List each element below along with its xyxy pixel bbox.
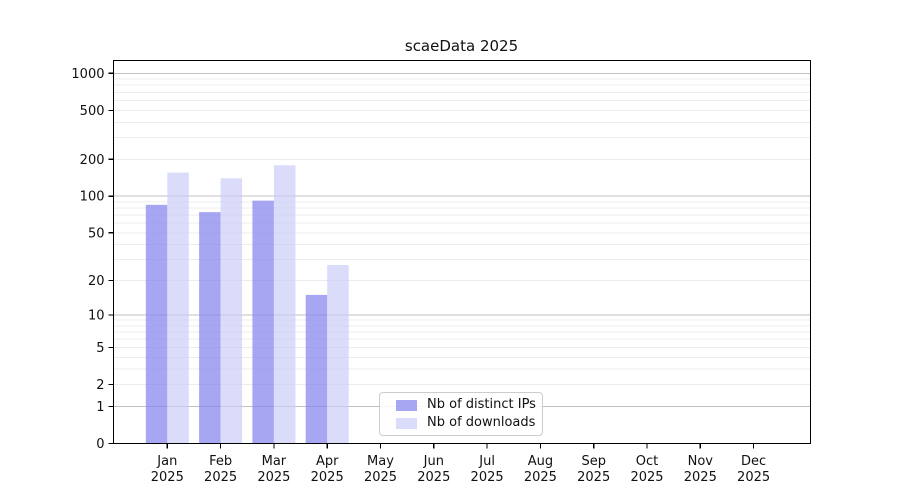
y-tick-label-1: 1 — [96, 400, 104, 415]
legend-swatch-downloads — [396, 417, 417, 429]
x-tick-label-year-oct: 2025 — [630, 470, 663, 485]
x-tick-label-month-jul: Jul — [478, 454, 495, 469]
y-tick-label-100: 100 — [80, 190, 105, 205]
x-tick-label-year-aug: 2025 — [524, 470, 557, 485]
x-tick-label-year-mar: 2025 — [257, 470, 290, 485]
legend-swatch-distinct-ips — [396, 399, 417, 411]
legend-item-distinct-ips: Nb of distinct IPs — [396, 398, 542, 412]
bar-downloads-mar — [273, 165, 296, 444]
y-tick-label-20: 20 — [88, 274, 105, 289]
x-tick-label-month-oct: Oct — [636, 454, 658, 469]
x-tick-label-month-jun: Jun — [423, 454, 444, 469]
x-tick-label-year-may: 2025 — [364, 470, 397, 485]
plot-border — [112, 59, 812, 445]
y-tick-label-2: 2 — [96, 378, 104, 393]
bar-ips-mar — [252, 200, 274, 444]
chart-title: scaeData 2025 — [404, 37, 519, 55]
x-tick-label-month-feb: Feb — [209, 454, 232, 469]
x-tick-label-year-nov: 2025 — [684, 470, 717, 485]
y-tick-label-500: 500 — [80, 104, 105, 119]
x-tick-label-year-sep: 2025 — [577, 470, 610, 485]
bar-downloads-feb — [220, 178, 243, 444]
x-tick-label-year-jun: 2025 — [417, 470, 450, 485]
x-tick-label-month-aug: Aug — [528, 454, 553, 469]
x-tick-label-year-jul: 2025 — [471, 470, 504, 485]
y-tick-label-50: 50 — [88, 226, 105, 241]
x-tick-label-year-feb: 2025 — [204, 470, 237, 485]
y-tick-label-0: 0 — [96, 437, 104, 452]
x-tick-label-month-jan: Jan — [156, 454, 177, 469]
y-tick-label-5: 5 — [96, 341, 104, 356]
legend-label-downloads: Nb of downloads — [427, 415, 536, 430]
bar-downloads-apr — [327, 264, 349, 444]
y-tick-label-1000: 1000 — [71, 67, 104, 82]
x-tick-label-year-jan: 2025 — [151, 470, 184, 485]
bar-ips-apr — [305, 294, 328, 444]
bar-ips-feb — [199, 212, 221, 444]
x-tick-label-month-sep: Sep — [581, 454, 606, 469]
y-tick-label-200: 200 — [80, 153, 105, 168]
legend-item-downloads: Nb of downloads — [396, 416, 542, 430]
x-tick-label-month-may: May — [367, 454, 394, 469]
y-tick-label-10: 10 — [88, 309, 105, 324]
x-tick-label-month-apr: Apr — [316, 454, 339, 469]
x-tick-label-month-mar: Mar — [262, 454, 287, 469]
x-tick-label-month-nov: Nov — [688, 454, 714, 469]
x-tick-label-month-dec: Dec — [741, 454, 766, 469]
legend: Nb of distinct IPs Nb of downloads — [379, 392, 543, 436]
x-tick-label-year-apr: 2025 — [311, 470, 344, 485]
bar-downloads-jan — [167, 172, 189, 444]
x-tick-label-year-dec: 2025 — [737, 470, 770, 485]
bar-ips-jan — [145, 204, 168, 444]
legend-label-distinct-ips: Nb of distinct IPs — [427, 397, 536, 412]
